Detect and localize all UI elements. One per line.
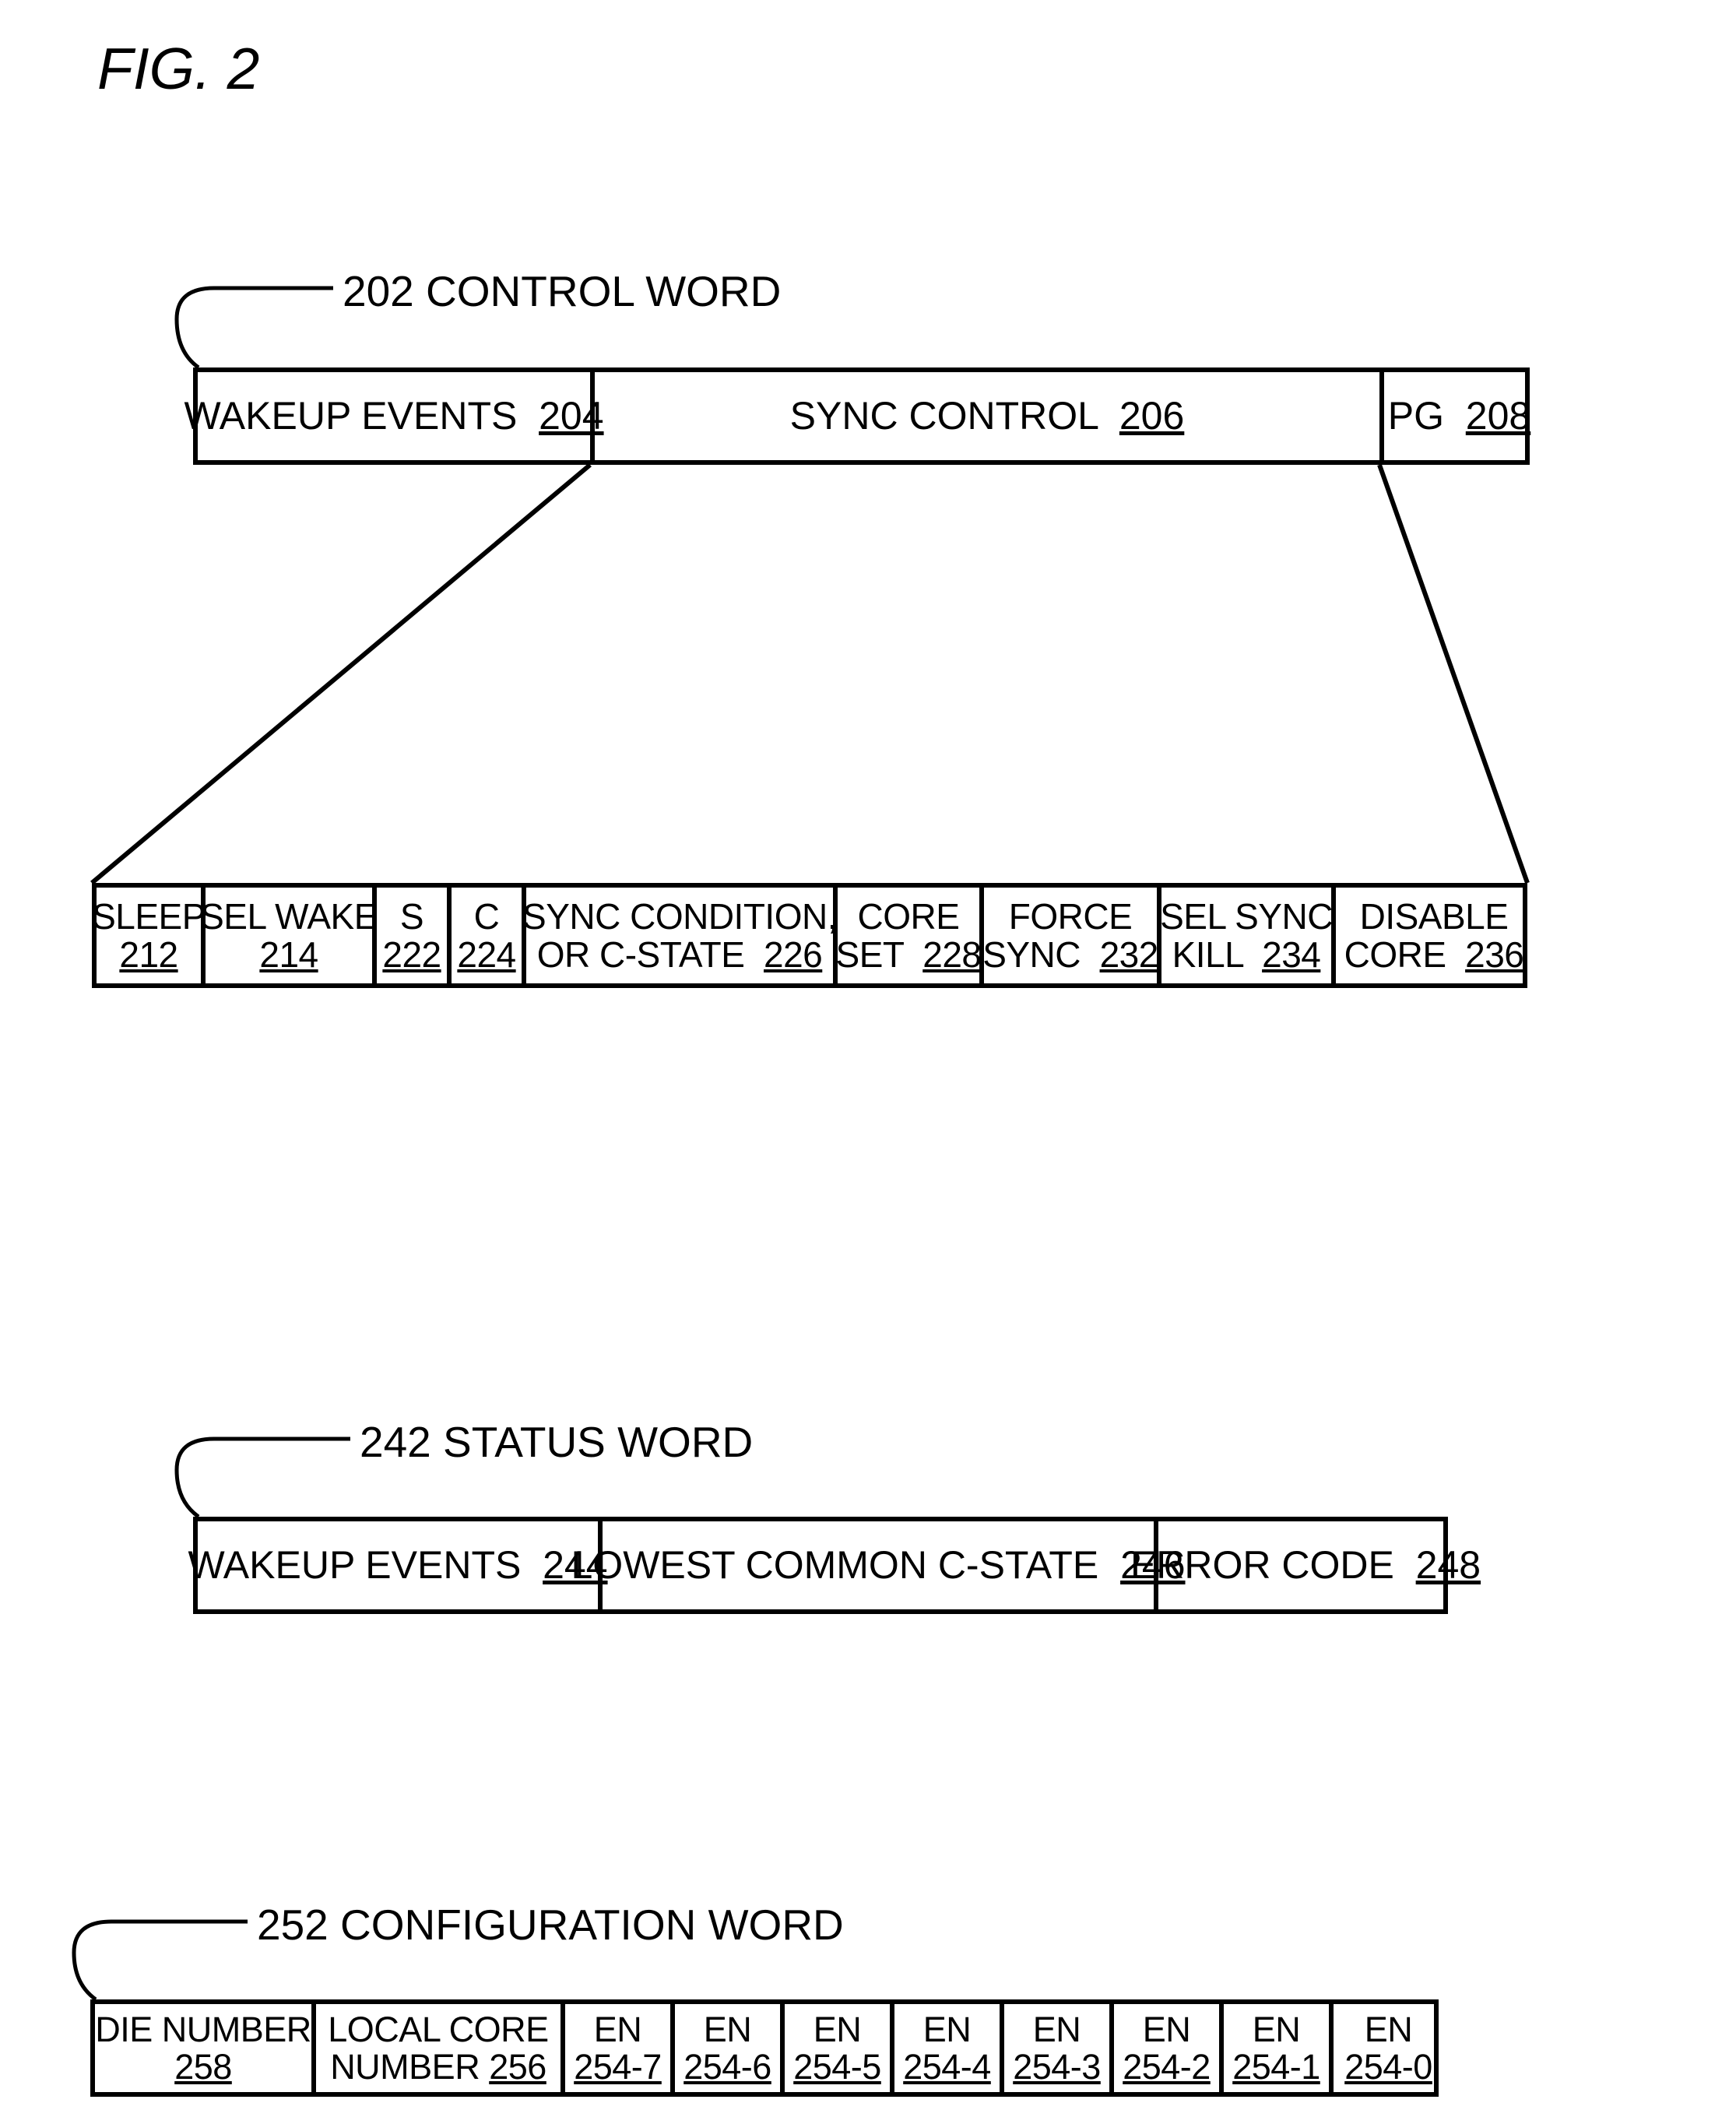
cell: EN254-2	[1114, 2004, 1224, 2092]
cell: LOCAL CORENUMBER 256	[316, 2004, 565, 2092]
config-word-row: DIE NUMBER258LOCAL CORENUMBER 256EN254-7…	[90, 1999, 1439, 2097]
cell: DIE NUMBER258	[95, 2004, 316, 2092]
cell: EN254-6	[675, 2004, 785, 2092]
cell: EN254-0	[1334, 2004, 1443, 2092]
callout-text: 252 CONFIGURATION WORD	[257, 1900, 844, 1950]
cell: EN254-7	[565, 2004, 675, 2092]
page: FIG. 2 202 CONTROL WORD WAKEUP EVENTS 20…	[0, 0, 1736, 2124]
cell: EN254-5	[785, 2004, 894, 2092]
cell: EN254-3	[1004, 2004, 1114, 2092]
config-word-callout: 252 CONFIGURATION WORD	[0, 0, 1736, 2124]
cell: EN254-1	[1224, 2004, 1334, 2092]
cell: EN254-4	[894, 2004, 1004, 2092]
